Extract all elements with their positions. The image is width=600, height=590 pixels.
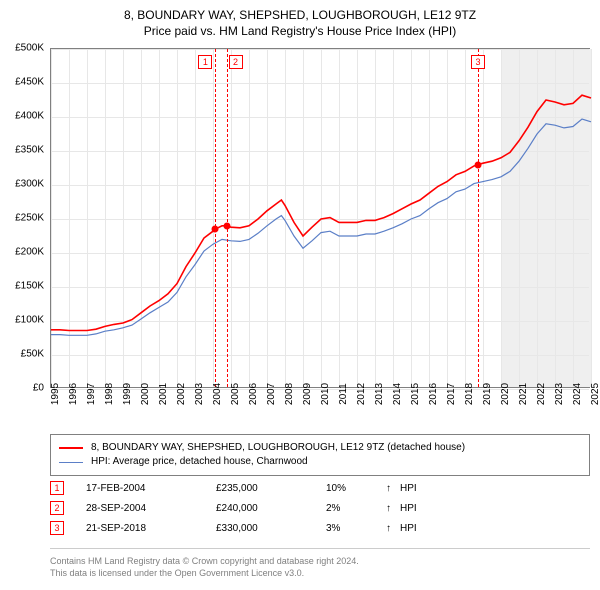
arrow-up-icon: ↑ [386, 523, 400, 534]
x-tick-label: 2024 [572, 383, 583, 405]
event-date: 17-FEB-2004 [86, 483, 216, 494]
x-tick-label: 1995 [50, 383, 61, 405]
y-axis: £0£50K£100K£150K£200K£250K£300K£350K£400… [0, 48, 48, 388]
x-tick-label: 2012 [356, 383, 367, 405]
title-subtitle: Price paid vs. HM Land Registry's House … [0, 24, 600, 38]
x-tick-label: 2000 [140, 383, 151, 405]
y-tick-label: £400K [15, 111, 44, 122]
x-tick-label: 2015 [410, 383, 421, 405]
y-tick-label: £250K [15, 213, 44, 224]
legend-swatch [59, 462, 83, 463]
x-tick-label: 2002 [176, 383, 187, 405]
y-tick-label: £350K [15, 145, 44, 156]
event-marker-badge: 2 [229, 55, 243, 69]
arrow-up-icon: ↑ [386, 503, 400, 514]
x-tick-label: 2023 [554, 383, 565, 405]
event-marker-line [215, 49, 216, 387]
event-date: 21-SEP-2018 [86, 523, 216, 534]
legend-item: HPI: Average price, detached house, Char… [59, 455, 581, 469]
arrow-up-icon: ↑ [386, 483, 400, 494]
event-suffix: HPI [400, 483, 417, 494]
x-tick-label: 2001 [158, 383, 169, 405]
title-block: 8, BOUNDARY WAY, SHEPSHED, LOUGHBOROUGH,… [0, 0, 600, 44]
y-tick-label: £0 [33, 383, 44, 394]
event-row-badge: 3 [50, 521, 64, 535]
event-marker-line [478, 49, 479, 387]
x-tick-label: 2013 [374, 383, 385, 405]
event-pct: 2% [326, 503, 386, 514]
x-tick-label: 2005 [230, 383, 241, 405]
legend-item: 8, BOUNDARY WAY, SHEPSHED, LOUGHBOROUGH,… [59, 441, 581, 455]
x-axis: 1995199619971998199920002001200220032004… [50, 390, 590, 440]
event-marker-dot [212, 226, 219, 233]
event-price: £235,000 [216, 483, 326, 494]
x-tick-label: 1997 [86, 383, 97, 405]
x-tick-label: 2006 [248, 383, 259, 405]
events-table: 117-FEB-2004£235,00010%↑HPI228-SEP-2004£… [50, 478, 590, 538]
event-date: 28-SEP-2004 [86, 503, 216, 514]
x-tick-label: 2019 [482, 383, 493, 405]
x-tick-label: 2018 [464, 383, 475, 405]
event-suffix: HPI [400, 523, 417, 534]
x-tick-label: 2011 [338, 383, 349, 405]
series-line-property [51, 95, 591, 330]
event-row: 1 17-FEB-2004£235,00010%↑HPI [50, 478, 590, 498]
title-address: 8, BOUNDARY WAY, SHEPSHED, LOUGHBOROUGH,… [0, 8, 600, 22]
y-tick-label: £450K [15, 77, 44, 88]
chart-container: 8, BOUNDARY WAY, SHEPSHED, LOUGHBOROUGH,… [0, 0, 600, 590]
x-tick-label: 2022 [536, 383, 547, 405]
x-tick-label: 2020 [500, 383, 511, 405]
event-row: 2 28-SEP-2004£240,0002%↑HPI [50, 498, 590, 518]
event-marker-dot [474, 161, 481, 168]
x-tick-label: 2003 [194, 383, 205, 405]
legend-label: 8, BOUNDARY WAY, SHEPSHED, LOUGHBOROUGH,… [91, 441, 465, 455]
event-marker-line [227, 49, 228, 387]
x-tick-label: 2010 [320, 383, 331, 405]
y-tick-label: £500K [15, 43, 44, 54]
y-tick-label: £150K [15, 281, 44, 292]
event-pct: 10% [326, 483, 386, 494]
x-tick-label: 1996 [68, 383, 79, 405]
x-tick-label: 2007 [266, 383, 277, 405]
x-tick-label: 2009 [302, 383, 313, 405]
x-tick-label: 1998 [104, 383, 115, 405]
chart-svg [51, 49, 589, 387]
event-marker-dot [223, 222, 230, 229]
event-suffix: HPI [400, 503, 417, 514]
event-row: 3 21-SEP-2018£330,0003%↑HPI [50, 518, 590, 538]
y-tick-label: £300K [15, 179, 44, 190]
x-tick-label: 2014 [392, 383, 403, 405]
x-tick-label: 1999 [122, 383, 133, 405]
legend-swatch [59, 447, 83, 449]
gridline-v [591, 49, 592, 387]
event-pct: 3% [326, 523, 386, 534]
plot-area: 1 2 3 [50, 48, 590, 388]
event-price: £330,000 [216, 523, 326, 534]
event-row-badge: 2 [50, 501, 64, 515]
x-tick-label: 2017 [446, 383, 457, 405]
legend: 8, BOUNDARY WAY, SHEPSHED, LOUGHBOROUGH,… [50, 434, 590, 476]
x-tick-label: 2004 [212, 383, 223, 405]
legend-label: HPI: Average price, detached house, Char… [91, 455, 308, 469]
event-price: £240,000 [216, 503, 326, 514]
y-tick-label: £100K [15, 315, 44, 326]
footer-attribution: Contains HM Land Registry data © Crown c… [50, 548, 590, 579]
footer-line1: Contains HM Land Registry data © Crown c… [50, 555, 590, 567]
x-tick-label: 2021 [518, 383, 529, 405]
y-tick-label: £200K [15, 247, 44, 258]
footer-line2: This data is licensed under the Open Gov… [50, 567, 590, 579]
event-marker-badge: 1 [198, 55, 212, 69]
x-tick-label: 2008 [284, 383, 295, 405]
event-marker-badge: 3 [471, 55, 485, 69]
event-row-badge: 1 [50, 481, 64, 495]
y-tick-label: £50K [21, 349, 44, 360]
x-tick-label: 2025 [590, 383, 600, 405]
x-tick-label: 2016 [428, 383, 439, 405]
